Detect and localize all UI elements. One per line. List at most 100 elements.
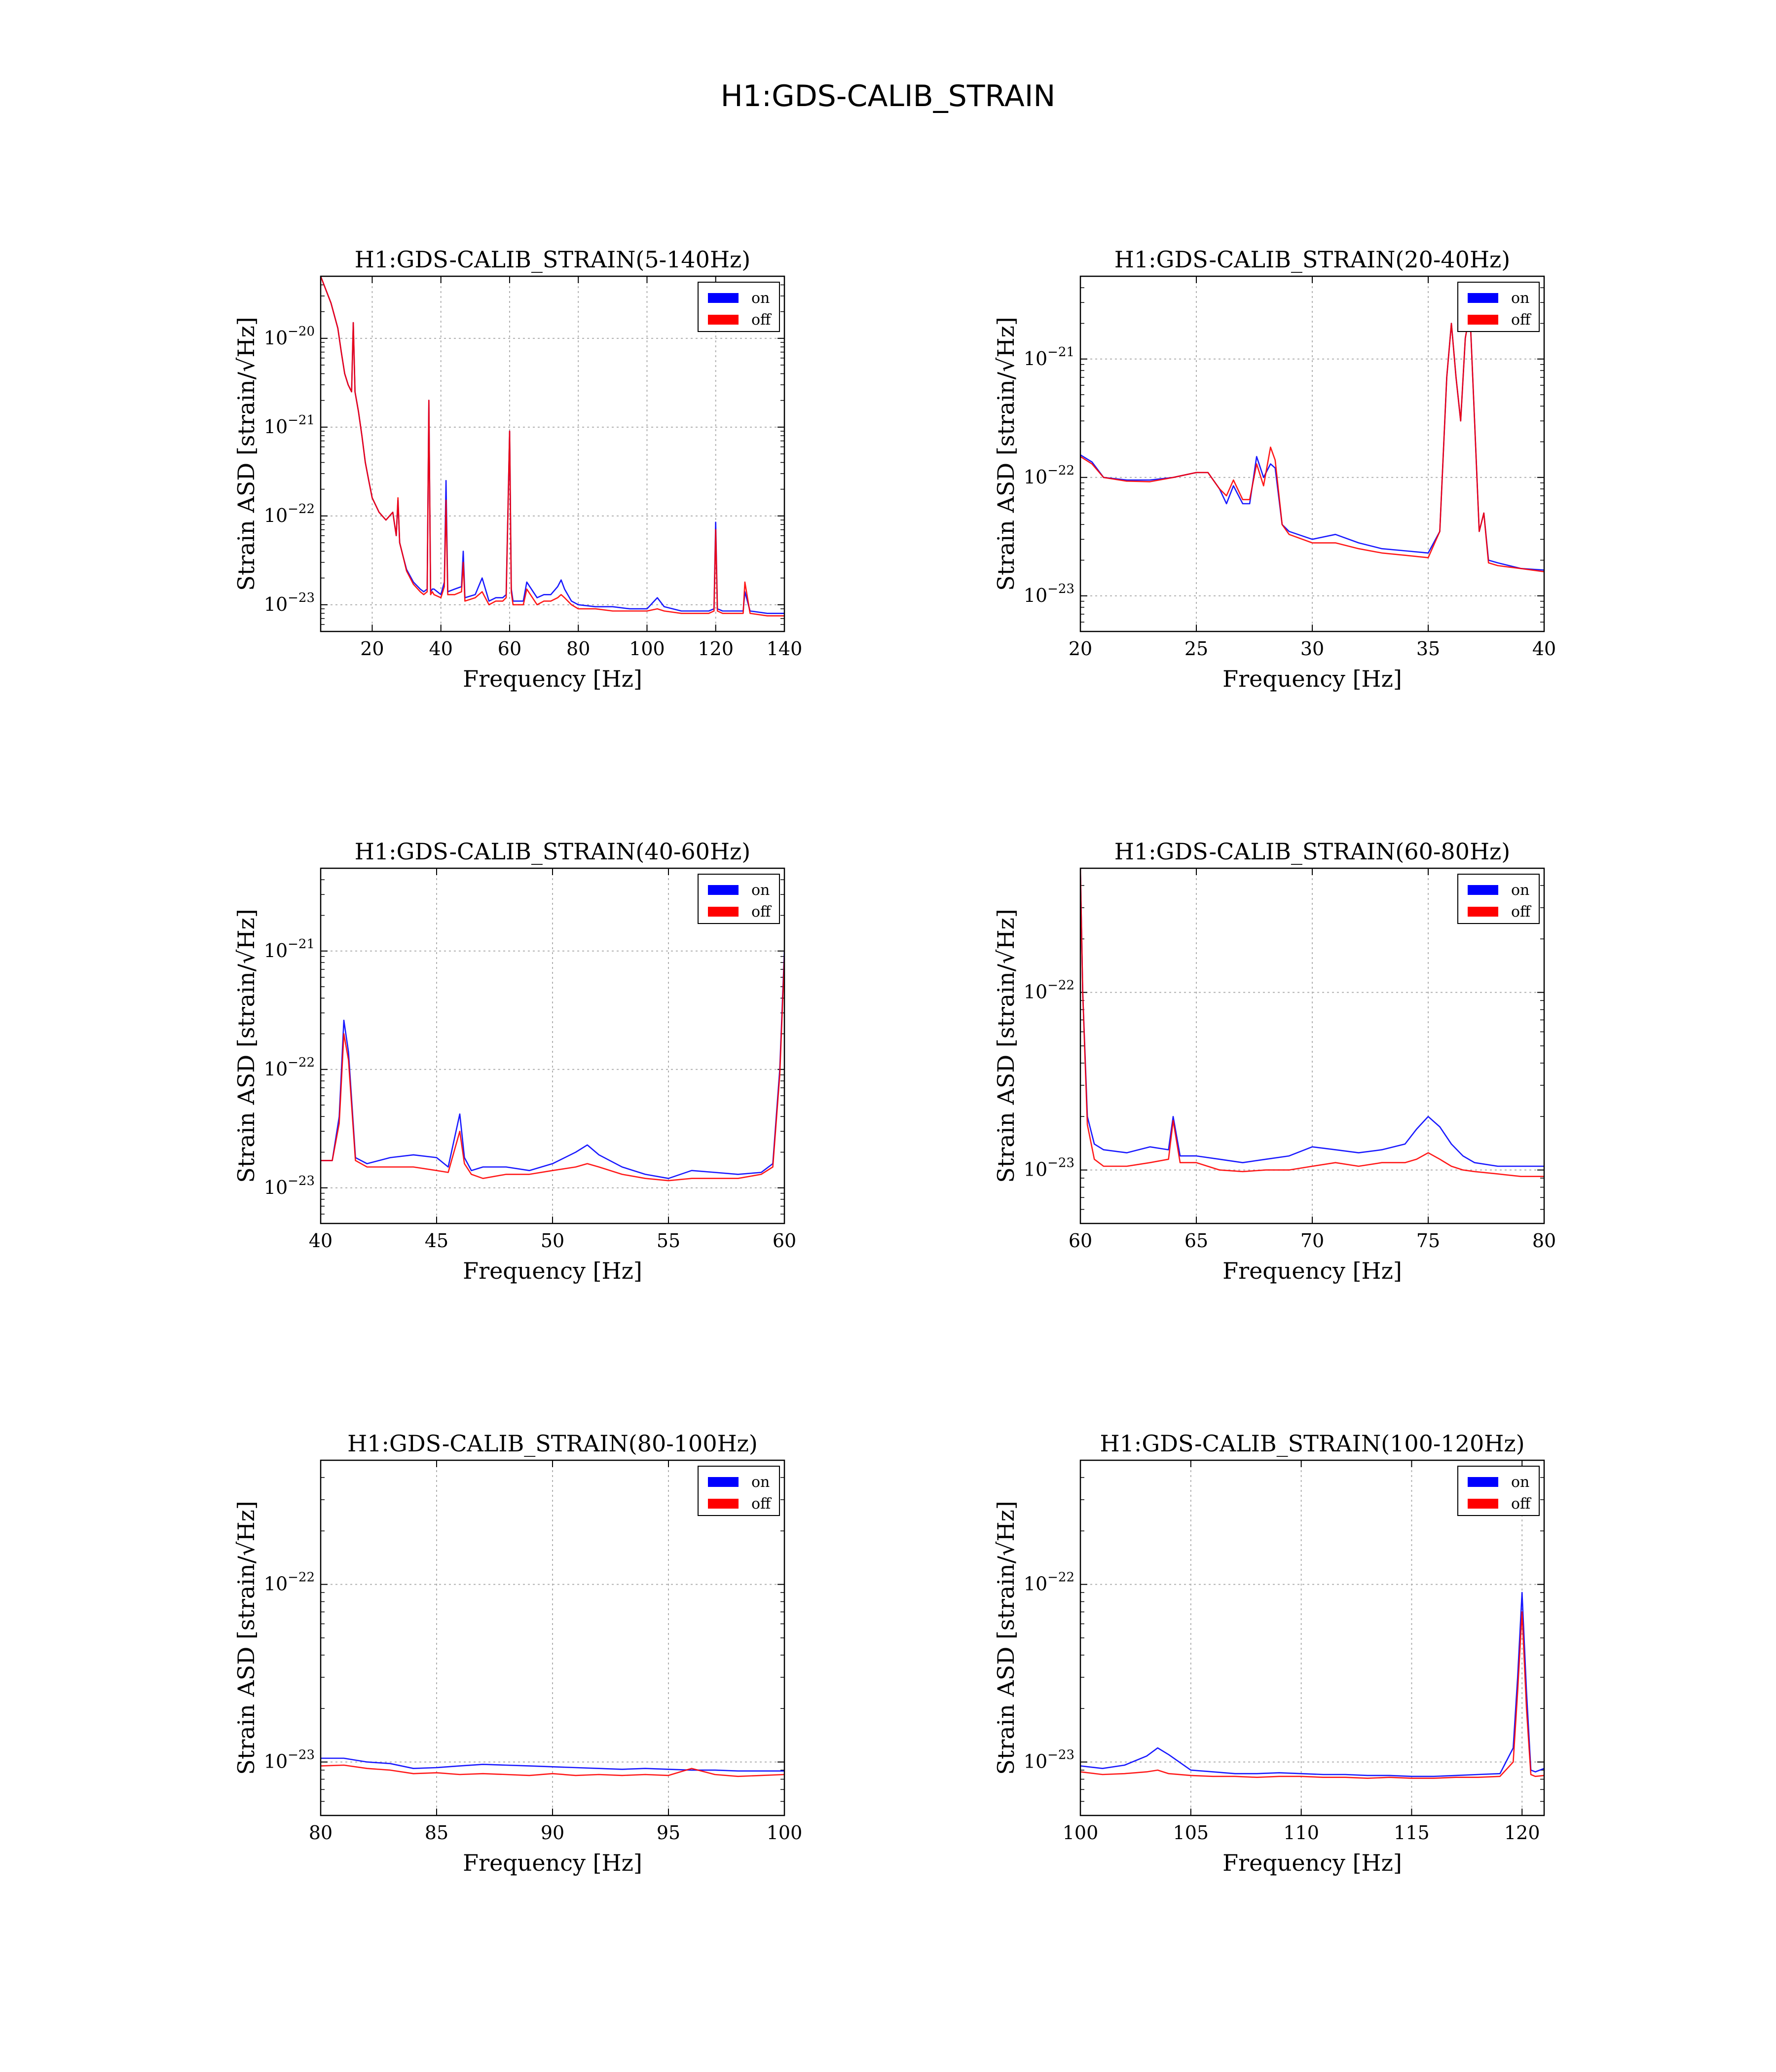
- y-tick-base: 10: [264, 416, 288, 438]
- plot-frame: [1079, 867, 1545, 1224]
- y-tick-label: 10−23: [264, 1174, 315, 1198]
- y-tick-base: 10: [1024, 585, 1047, 606]
- plot-frame: [320, 1459, 785, 1816]
- y-tick-base: 10: [1024, 1573, 1047, 1595]
- legend-label-off: off: [1511, 311, 1532, 329]
- series-line-on: [321, 1757, 784, 1772]
- y-tick-label: 10−23: [264, 1748, 315, 1773]
- y-tick-exponent: −23: [288, 1174, 315, 1188]
- x-tick-label: 100: [767, 1822, 803, 1844]
- x-tick-label: 20: [360, 638, 384, 660]
- x-tick-label: 70: [1300, 1230, 1324, 1252]
- y-tick-exponent: −22: [1047, 463, 1074, 478]
- x-tick-label: 140: [767, 638, 803, 660]
- y-tick-label: 10−23: [1024, 1156, 1074, 1181]
- x-tick-label: 115: [1394, 1822, 1430, 1844]
- x-tick-label: 40: [309, 1230, 333, 1252]
- x-tick-label: 50: [541, 1230, 564, 1252]
- chart-panel-6: H1:GDS-CALIB_STRAIN(100-120Hz) 100 105 110 1…: [993, 1430, 1545, 1876]
- x-axis-label: Frequency [Hz]: [1222, 1850, 1402, 1876]
- chart-panel-3: H1:GDS-CALIB_STRAIN(40-60Hz) 40 45 50 55 60 10…: [233, 838, 796, 1284]
- legend-swatch-off: [708, 315, 739, 325]
- y-tick-base: 10: [1024, 1751, 1047, 1773]
- x-tick-label: 45: [425, 1230, 448, 1252]
- x-tick-label: 60: [498, 638, 521, 660]
- y-axis-label: Strain ASD [strain/√Hz]: [993, 1501, 1019, 1775]
- legend-swatch-off: [1468, 315, 1498, 325]
- y-tick-base: 10: [1024, 466, 1047, 488]
- x-tick-label: 95: [657, 1822, 680, 1844]
- x-tick-label: 120: [1504, 1822, 1540, 1844]
- y-axis-label: Strain ASD [strain/√Hz]: [233, 1501, 259, 1775]
- x-tick-label: 40: [1532, 638, 1556, 660]
- legend-label-off: off: [1511, 1495, 1532, 1513]
- legend-label-on: on: [751, 1474, 770, 1491]
- legend-swatch-on: [1468, 1477, 1498, 1487]
- x-axis-label: Frequency [Hz]: [463, 1258, 642, 1284]
- y-tick-base: 10: [264, 940, 288, 962]
- x-tick-label: 35: [1416, 638, 1440, 660]
- legend-swatch-off: [708, 907, 739, 917]
- panel-title: H1:GDS-CALIB_STRAIN(100-120Hz): [1100, 1430, 1524, 1457]
- y-tick-label: 10−22: [1024, 1570, 1074, 1595]
- y-tick-exponent: −22: [1047, 1570, 1074, 1585]
- y-tick-label: 10−23: [1024, 582, 1074, 606]
- x-axis-label: Frequency [Hz]: [463, 1850, 642, 1876]
- legend-label-on: on: [751, 290, 770, 307]
- panel-title: H1:GDS-CALIB_STRAIN(40-60Hz): [355, 838, 751, 865]
- x-tick-label: 30: [1300, 638, 1324, 660]
- legend-swatch-on: [1468, 293, 1498, 303]
- series-line-on: [1080, 1591, 1544, 1777]
- y-tick-exponent: −21: [288, 937, 315, 952]
- x-axis-label: Frequency [Hz]: [463, 666, 642, 692]
- y-tick-exponent: −22: [1047, 978, 1074, 993]
- chart-panel-2: H1:GDS-CALIB_STRAIN(20-40Hz) 20 25 30 35 40 10…: [993, 246, 1556, 692]
- y-tick-label: 10−22: [264, 502, 315, 526]
- x-tick-label: 80: [1532, 1230, 1556, 1252]
- x-tick-label: 60: [1069, 1230, 1092, 1252]
- chart-panel-4: H1:GDS-CALIB_STRAIN(60-80Hz) 60 65 70 75 80 10…: [993, 838, 1556, 1284]
- y-tick-label: 10−21: [1024, 345, 1074, 370]
- legend-swatch-on: [708, 1477, 739, 1487]
- legend-swatch-off: [1468, 907, 1498, 917]
- plot-frame: [320, 867, 785, 1224]
- y-tick-exponent: −23: [288, 591, 315, 605]
- y-tick-exponent: −21: [1047, 345, 1074, 360]
- y-axis-label: Strain ASD [strain/√Hz]: [993, 909, 1019, 1183]
- legend-swatch-off: [1468, 1499, 1498, 1509]
- legend-label-off: off: [751, 311, 772, 329]
- y-tick-label: 10−22: [1024, 463, 1074, 488]
- x-axis-label: Frequency [Hz]: [1222, 1258, 1402, 1284]
- y-tick-base: 10: [264, 505, 288, 526]
- y-tick-label: 10−22: [1024, 978, 1074, 1003]
- panel-title: H1:GDS-CALIB_STRAIN(20-40Hz): [1114, 246, 1511, 273]
- series-line-off: [321, 956, 784, 1182]
- legend-label-off: off: [751, 1495, 772, 1513]
- panel-title: H1:GDS-CALIB_STRAIN(60-80Hz): [1114, 838, 1511, 865]
- series-line-off: [1080, 868, 1544, 1178]
- series-line-on: [321, 951, 784, 1180]
- y-tick-exponent: −22: [288, 1055, 315, 1070]
- y-axis-label: Strain ASD [strain/√Hz]: [233, 317, 259, 591]
- y-axis-label: Strain ASD [strain/√Hz]: [993, 317, 1019, 591]
- x-tick-label: 100: [629, 638, 665, 660]
- series-line-off: [321, 276, 784, 617]
- legend-label-on: on: [1511, 1474, 1529, 1491]
- y-tick-label: 10−21: [264, 937, 315, 962]
- y-tick-base: 10: [264, 1751, 288, 1773]
- legend-swatch-on: [708, 293, 739, 303]
- y-axis-label: Strain ASD [strain/√Hz]: [233, 909, 259, 1183]
- x-tick-label: 25: [1184, 638, 1208, 660]
- legend-label-on: on: [751, 882, 770, 899]
- x-tick-label: 75: [1416, 1230, 1440, 1252]
- y-tick-base: 10: [264, 1177, 288, 1198]
- y-tick-exponent: −23: [288, 1748, 315, 1763]
- legend-label-on: on: [1511, 290, 1529, 307]
- x-tick-label: 55: [657, 1230, 680, 1252]
- y-tick-exponent: −23: [1047, 1748, 1074, 1763]
- y-tick-base: 10: [264, 327, 288, 349]
- y-tick-base: 10: [264, 1573, 288, 1595]
- legend-label-off: off: [1511, 903, 1532, 921]
- figure-title: H1:GDS-CALIB_STRAIN: [720, 79, 1056, 113]
- x-tick-label: 60: [773, 1230, 796, 1252]
